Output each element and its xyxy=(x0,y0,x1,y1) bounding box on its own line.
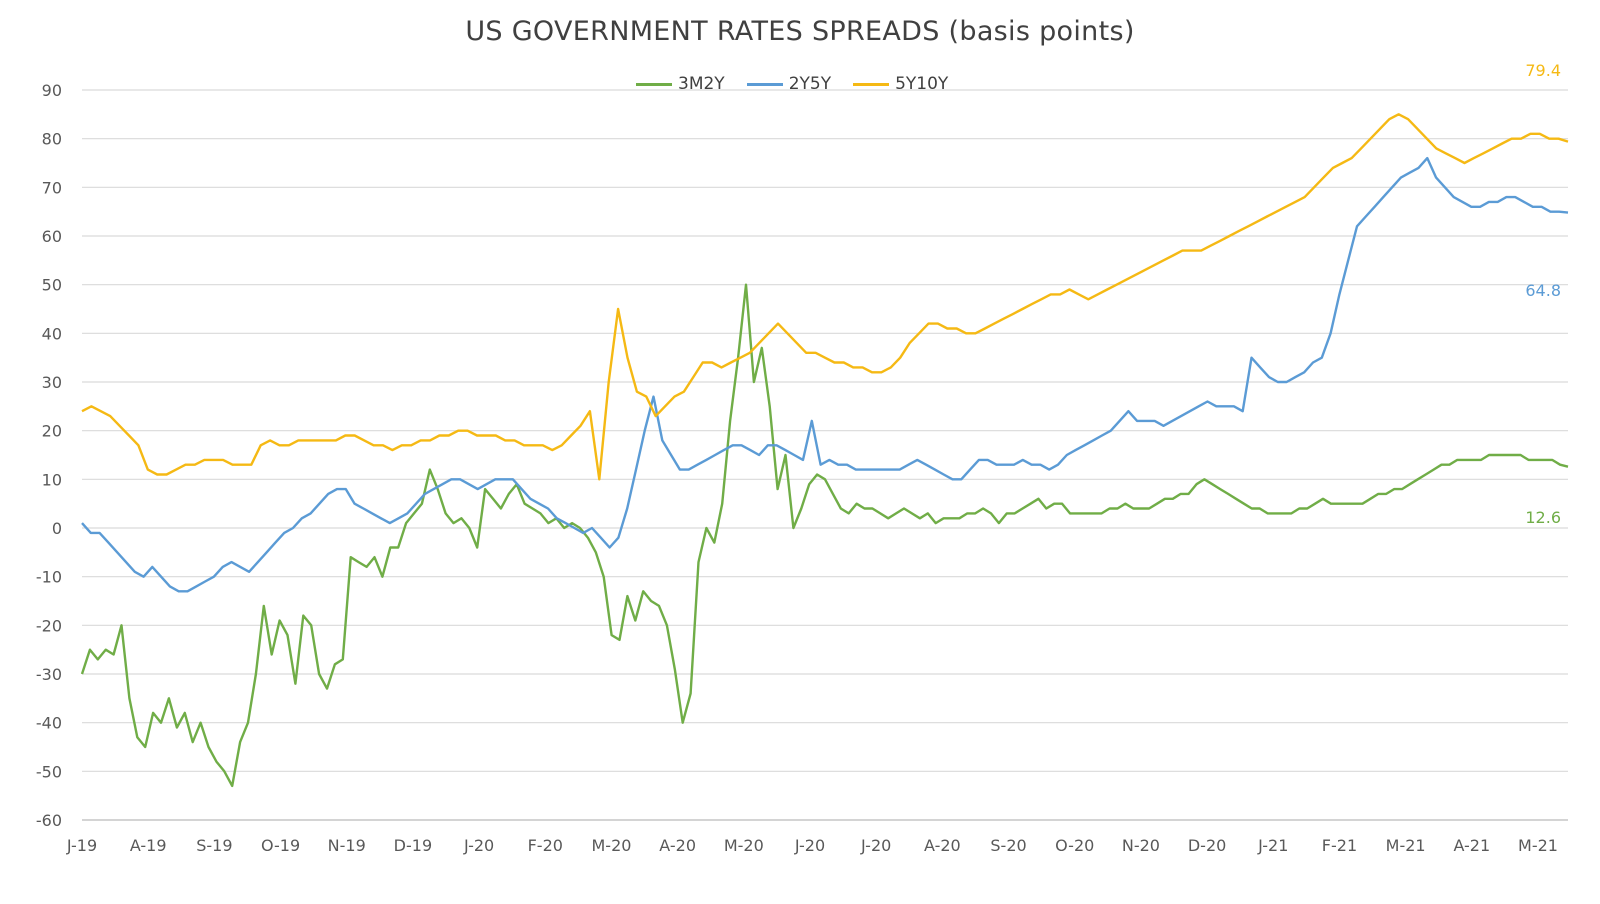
y-tick-label: 40 xyxy=(42,324,62,343)
series-line-2Y5Y xyxy=(81,156,1569,593)
x-tick-label: M-20 xyxy=(724,836,764,855)
chart-title: US GOVERNMENT RATES SPREADS (basis point… xyxy=(465,16,1135,47)
x-tick-label: A-20 xyxy=(924,836,961,855)
legend-label: 3M2Y xyxy=(678,74,725,94)
x-tick-label: A-21 xyxy=(1453,836,1490,855)
x-tick-label: M-20 xyxy=(591,836,631,855)
x-tick-label: A-20 xyxy=(659,836,696,855)
x-tick-label: O-20 xyxy=(1055,836,1094,855)
y-tick-label: 0 xyxy=(52,519,62,538)
end-label-3M2Y: 12.6 xyxy=(1525,508,1561,527)
y-tick-label: -20 xyxy=(36,616,62,635)
x-tick-label: N-20 xyxy=(1122,836,1160,855)
y-tick-label: 60 xyxy=(42,227,62,246)
y-tick-label: 30 xyxy=(42,373,62,392)
series-line-5Y10Y xyxy=(81,113,1569,481)
series-line-3M2Y xyxy=(80,283,1569,788)
legend-item-2Y5Y: 2Y5Y xyxy=(746,74,832,94)
x-tick-label: M-21 xyxy=(1386,836,1426,855)
y-tick-label: -40 xyxy=(36,714,62,733)
end-label-2Y5Y: 64.8 xyxy=(1525,281,1561,300)
x-tick-label: A-19 xyxy=(130,836,167,855)
x-tick-label: N-19 xyxy=(328,836,366,855)
x-tick-label: O-19 xyxy=(261,836,300,855)
x-tick-label: J-20 xyxy=(860,836,891,855)
y-tick-label: 50 xyxy=(42,276,62,295)
legend-swatch xyxy=(636,82,672,86)
legend: 3M2Y 2Y5Y 5Y10Y xyxy=(636,74,948,94)
x-tick-label: J-21 xyxy=(1257,836,1288,855)
y-tick-label: 20 xyxy=(42,422,62,441)
x-tick-label: F-21 xyxy=(1322,836,1357,855)
y-tick-label: -60 xyxy=(36,811,62,830)
end-label-5Y10Y: 79.4 xyxy=(1525,61,1561,80)
x-tick-label: D-20 xyxy=(1188,836,1226,855)
legend-item-5Y10Y: 5Y10Y xyxy=(853,74,948,94)
y-tick-label: -10 xyxy=(36,568,62,587)
legend-swatch xyxy=(746,82,783,86)
y-tick-label: -50 xyxy=(36,762,62,781)
legend-label: 2Y5Y xyxy=(788,74,832,94)
legend-swatch xyxy=(853,82,890,86)
legend-label: 5Y10Y xyxy=(895,74,949,94)
y-tick-label: 10 xyxy=(42,470,62,489)
y-tick-label: -30 xyxy=(36,665,62,684)
x-tick-label: J-20 xyxy=(794,836,825,855)
x-tick-label: S-20 xyxy=(990,836,1026,855)
x-tick-label: M-21 xyxy=(1518,836,1558,855)
y-tick-label: 70 xyxy=(42,178,62,197)
x-tick-label: J-20 xyxy=(463,836,494,855)
y-tick-label: 90 xyxy=(42,81,62,100)
x-tick-label: F-20 xyxy=(528,836,563,855)
x-tick-label: S-19 xyxy=(196,836,232,855)
x-tick-label: J-19 xyxy=(66,836,97,855)
y-tick-label: 80 xyxy=(42,130,62,149)
x-tick-label: D-19 xyxy=(394,836,432,855)
legend-item-3M2Y: 3M2Y xyxy=(636,74,725,94)
